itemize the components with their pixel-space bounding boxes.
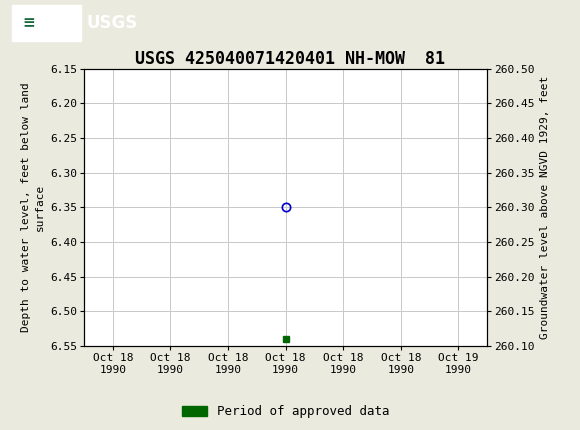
Bar [12, 4, 81, 41]
Text: USGS 425040071420401 NH-MOW  81: USGS 425040071420401 NH-MOW 81 [135, 50, 445, 68]
Legend: Period of approved data: Period of approved data [177, 400, 394, 423]
Text: USGS: USGS [87, 14, 138, 31]
Y-axis label: Depth to water level, feet below land
surface: Depth to water level, feet below land su… [21, 83, 45, 332]
Y-axis label: Groundwater level above NGVD 1929, feet: Groundwater level above NGVD 1929, feet [540, 76, 550, 339]
Text: ≡: ≡ [23, 15, 35, 30]
